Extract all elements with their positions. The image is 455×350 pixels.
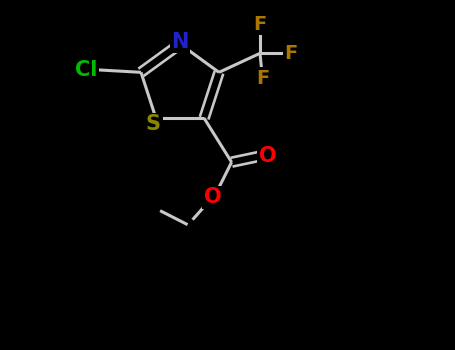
- Text: S: S: [146, 114, 161, 134]
- Text: F: F: [256, 69, 269, 88]
- Text: F: F: [253, 15, 267, 34]
- Text: N: N: [172, 32, 189, 51]
- Text: Cl: Cl: [75, 60, 97, 80]
- Text: O: O: [204, 187, 222, 207]
- Text: F: F: [284, 44, 298, 63]
- Text: O: O: [259, 146, 276, 166]
